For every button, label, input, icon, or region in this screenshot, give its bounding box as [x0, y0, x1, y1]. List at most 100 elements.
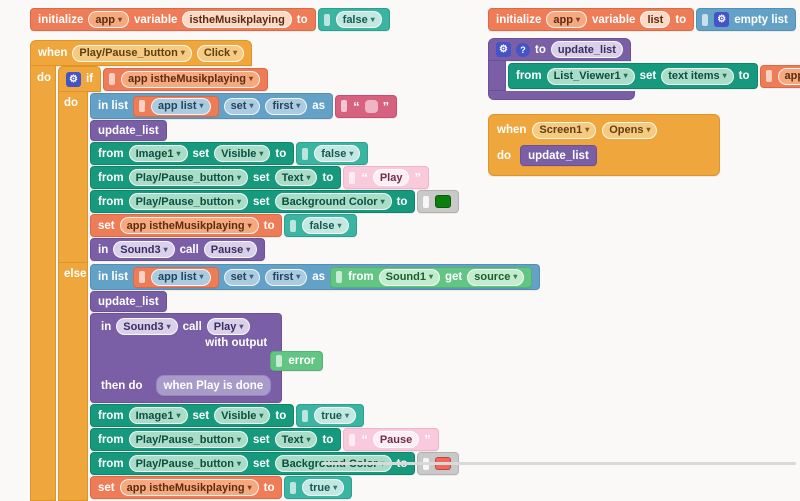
- procedure-bottom-bar[interactable]: [488, 91, 635, 100]
- event-dropdown[interactable]: Opens▾: [602, 122, 657, 139]
- callback-block[interactable]: when Play is done: [156, 375, 272, 396]
- logic-value-dropdown[interactable]: false▾: [314, 145, 360, 162]
- component-dropdown[interactable]: List_Viewer1▾: [547, 68, 635, 85]
- procedure-name-field[interactable]: update_list: [551, 41, 623, 58]
- if-else-block[interactable]: ⚙ if app istheMusikplaying▾ do in li: [58, 66, 540, 501]
- set-variable-block[interactable]: set app istheMusikplaying▾ to: [90, 214, 282, 237]
- component-dropdown[interactable]: Sound3▾: [113, 241, 174, 258]
- empty-string-block[interactable]: “ ”: [335, 95, 397, 118]
- component-set-block[interactable]: from Image1▾ set Visible▾ to: [90, 142, 294, 165]
- component-dropdown[interactable]: Play/Pause_button▾: [129, 455, 248, 472]
- when-header[interactable]: when Play/Pause_button▾ Click▾: [30, 40, 252, 66]
- property-dropdown[interactable]: text items▾: [661, 68, 733, 85]
- component-dropdown[interactable]: Play/Pause_button▾: [129, 169, 248, 186]
- component-set-block[interactable]: from Play/Pause_button▾ set Text▾ to: [90, 166, 341, 189]
- logic-true-block[interactable]: true▾: [284, 476, 352, 499]
- procedure-spine[interactable]: [488, 61, 506, 91]
- color-block[interactable]: [417, 190, 459, 213]
- when-screen-header[interactable]: when Screen1▾ Opens▾: [497, 119, 711, 141]
- event-dropdown[interactable]: Click▾: [197, 45, 244, 62]
- if-header[interactable]: ⚙ if: [58, 66, 101, 92]
- text-value-field[interactable]: Pause: [373, 431, 419, 448]
- update-list-call-block[interactable]: update_list: [90, 291, 167, 312]
- property-dropdown[interactable]: Background Color▾: [275, 193, 392, 210]
- variable-getter-dropdown[interactable]: app istheMusikplaying▾: [121, 71, 260, 88]
- app-list-getter-block[interactable]: app list▾: [133, 267, 219, 288]
- mutator-gear-icon[interactable]: ⚙: [66, 72, 81, 87]
- call-play-block[interactable]: in Sound3▾ call Play▾ with output error: [90, 313, 282, 403]
- variable-getter-dropdown[interactable]: app list▾: [151, 269, 211, 286]
- component-set-block[interactable]: from Image1▾ set Visible▾ to: [90, 404, 294, 427]
- variable-dropdown[interactable]: app istheMusikplaying▾: [120, 217, 259, 234]
- empty-list-block[interactable]: ⚙ empty list: [696, 8, 796, 31]
- list-index-dropdown[interactable]: first▾: [265, 269, 307, 286]
- if-do-spine[interactable]: do: [58, 92, 88, 263]
- empty-text-socket[interactable]: [365, 100, 378, 113]
- logic-false-block[interactable]: false▾: [296, 142, 368, 165]
- component-dropdown[interactable]: Play/Pause_button▾: [129, 431, 248, 448]
- app-list-getter-block[interactable]: app list▾: [760, 65, 800, 88]
- logic-false-block[interactable]: false▾: [284, 214, 356, 237]
- component-dropdown[interactable]: Image1▾: [129, 407, 188, 424]
- component-dropdown[interactable]: Play/Pause_button▾: [129, 193, 248, 210]
- mutator-gear-icon[interactable]: ⚙: [714, 12, 729, 27]
- when-screen-opens-block[interactable]: when Screen1▾ Opens▾ do update_list: [488, 114, 720, 176]
- property-dropdown[interactable]: Visible▾: [214, 407, 270, 424]
- variable-dropdown[interactable]: app istheMusikplaying▾: [120, 479, 259, 496]
- text-string-block[interactable]: “ Play ”: [343, 166, 429, 189]
- dropdown-arrow-icon: ▾: [118, 16, 122, 24]
- property-dropdown[interactable]: Text▾: [275, 431, 318, 448]
- text-value-field[interactable]: Play: [373, 169, 410, 186]
- logic-value-dropdown[interactable]: true▾: [302, 479, 344, 496]
- when-click-block[interactable]: when Play/Pause_button▾ Click▾ do ⚙ if a…: [30, 40, 540, 501]
- help-question-icon[interactable]: ?: [516, 43, 530, 57]
- list-op-dropdown[interactable]: set▾: [224, 98, 261, 115]
- method-dropdown[interactable]: Pause▾: [204, 241, 257, 258]
- property-dropdown[interactable]: Text▾: [275, 169, 318, 186]
- variable-getter-dropdown[interactable]: app list▾: [778, 68, 800, 85]
- error-parameter-block[interactable]: error: [270, 351, 323, 371]
- if-else-spine[interactable]: else: [58, 263, 88, 501]
- method-dropdown[interactable]: Play▾: [207, 318, 251, 335]
- variable-name-field[interactable]: list: [640, 11, 670, 28]
- component-dropdown[interactable]: Image1▾: [129, 145, 188, 162]
- component-set-block[interactable]: from Play/Pause_button▾ set Background C…: [90, 190, 415, 213]
- mutator-gear-icon[interactable]: ⚙: [496, 42, 511, 57]
- component-dropdown[interactable]: Sound3▾: [116, 318, 177, 335]
- list-op-dropdown[interactable]: set▾: [224, 269, 261, 286]
- procedure-definition-block[interactable]: ⚙ ? to update_list from List_Viewer1▾ se…: [488, 38, 800, 100]
- in-list-set-block[interactable]: in list app list▾ set▾ first▾ as: [90, 264, 540, 290]
- update-list-call-block[interactable]: update_list: [520, 145, 597, 166]
- component-dropdown[interactable]: Sound1▾: [379, 269, 440, 286]
- procedure-header[interactable]: ⚙ ? to update_list: [488, 38, 631, 61]
- component-set-block[interactable]: from Play/Pause_button▾ set Text▾ to: [90, 428, 341, 451]
- initialize-variable-block[interactable]: initialize app▾ variable list to: [488, 8, 694, 31]
- logic-value-dropdown[interactable]: true▾: [314, 407, 356, 424]
- set-variable-block[interactable]: set app istheMusikplaying▾ to: [90, 476, 282, 499]
- list-index-dropdown[interactable]: first▾: [265, 98, 307, 115]
- color-swatch[interactable]: [435, 195, 451, 208]
- condition-getter-block[interactable]: app istheMusikplaying▾: [103, 68, 268, 91]
- horizontal-scrollbar[interactable]: [322, 462, 796, 465]
- variable-getter-dropdown[interactable]: app list▾: [151, 98, 211, 115]
- variable-name-field[interactable]: istheMusikplaying: [182, 11, 291, 28]
- update-list-call-block[interactable]: update_list: [90, 120, 167, 141]
- logic-false-block[interactable]: false▾: [318, 8, 390, 31]
- logic-value-dropdown[interactable]: false▾: [336, 11, 382, 28]
- component-dropdown[interactable]: Play/Pause_button▾: [72, 45, 191, 62]
- when-do-spine[interactable]: do: [30, 66, 56, 501]
- property-dropdown[interactable]: source▾: [467, 269, 524, 286]
- component-set-block[interactable]: from List_Viewer1▾ set text items▾ to: [508, 63, 758, 89]
- scope-dropdown[interactable]: app▾: [546, 11, 587, 28]
- component-method-call-block[interactable]: in Sound3▾ call Pause▾: [90, 238, 265, 261]
- logic-true-block[interactable]: true▾: [296, 404, 364, 427]
- logic-value-dropdown[interactable]: false▾: [302, 217, 348, 234]
- component-dropdown[interactable]: Screen1▾: [532, 122, 596, 139]
- component-get-block[interactable]: from Sound1▾ get source▾: [330, 267, 532, 288]
- app-list-getter-block[interactable]: app list▾: [133, 96, 219, 117]
- property-dropdown[interactable]: Visible▾: [214, 145, 270, 162]
- text-string-block[interactable]: “ Pause ”: [343, 428, 438, 451]
- initialize-variable-block[interactable]: initialize app▾ variable istheMusikplayi…: [30, 8, 316, 31]
- in-list-set-block[interactable]: in list app list▾ set▾ first▾ as: [90, 93, 333, 119]
- scope-dropdown[interactable]: app▾: [88, 11, 129, 28]
